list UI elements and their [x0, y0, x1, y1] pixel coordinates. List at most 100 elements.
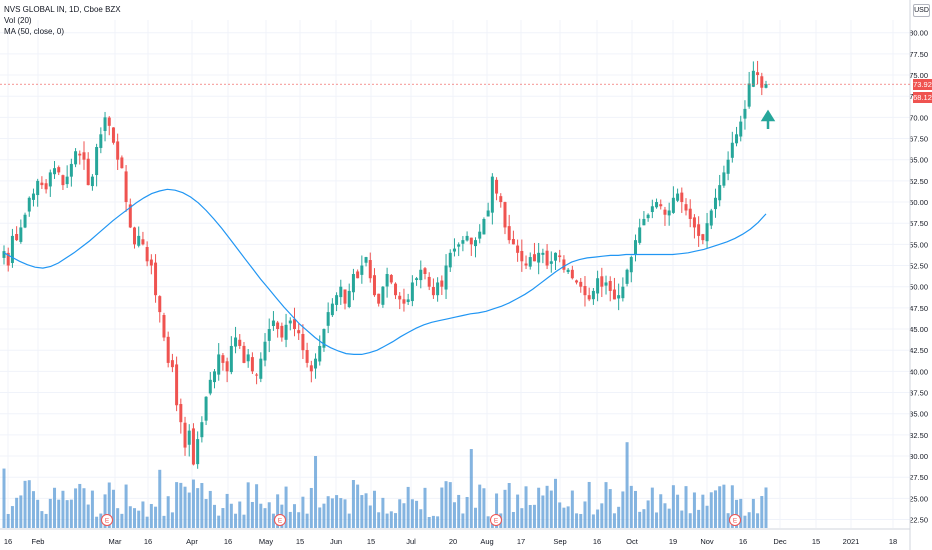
volume-bar [339, 498, 343, 528]
candle-body [305, 350, 309, 363]
candle-body [554, 252, 558, 261]
candle-body [221, 355, 225, 363]
volume-bar [671, 485, 675, 528]
candle-body [444, 265, 448, 290]
price-tick-label: 55.00 [909, 240, 928, 249]
volume-bar [730, 485, 734, 528]
volume-bar [735, 499, 739, 528]
price-tick-label: 70.00 [909, 113, 928, 122]
volume-bar [474, 507, 478, 528]
candle-body [419, 269, 423, 281]
candle-body [128, 204, 132, 228]
volume-bar [44, 513, 48, 528]
candle-body [431, 287, 435, 296]
time-tick-label: 18 [889, 537, 897, 546]
volume-bar [444, 481, 448, 528]
volume-bar [318, 507, 322, 528]
time-tick-label: Sep [553, 537, 566, 546]
volume-bar [684, 486, 688, 528]
candle-body [398, 295, 402, 300]
candle-body [511, 239, 515, 245]
candle-body [524, 263, 528, 266]
candle-body [271, 320, 275, 327]
candle-body [179, 404, 183, 423]
volume-bar [330, 498, 334, 528]
volume-bar [431, 515, 435, 528]
volume-bar [149, 503, 153, 528]
volume-bar [200, 483, 204, 528]
candle-body [684, 204, 688, 211]
volume-bar [27, 480, 31, 528]
candle-body [532, 254, 536, 262]
volume-bar [764, 487, 768, 528]
volume-bar [705, 505, 709, 528]
volume-bar [583, 501, 587, 528]
candle-body [457, 244, 461, 247]
candle-body [263, 341, 267, 361]
volume-bar [124, 484, 128, 528]
time-tick-label: Aug [480, 537, 493, 546]
candle-body [406, 299, 410, 303]
volume-indicator-line: Vol (20) [4, 16, 32, 25]
candle-body [537, 252, 541, 263]
volume-bar [410, 499, 414, 528]
volume-bar [478, 484, 482, 528]
candle-body [718, 185, 722, 201]
earnings-marker-label: E [733, 518, 738, 525]
volume-bar [53, 487, 57, 528]
volume-bar [120, 513, 124, 528]
volume-bar [545, 485, 549, 528]
volume-bar [638, 511, 642, 528]
volume-bar [642, 509, 646, 528]
candle-body [747, 83, 751, 107]
volume-bar [372, 490, 376, 528]
volume-bar [570, 490, 574, 528]
volume-bar [389, 511, 393, 528]
volume-bar [6, 513, 10, 528]
candle-body [452, 248, 456, 252]
volume-bar [415, 500, 419, 528]
currency-badge[interactable]: USD [913, 4, 930, 17]
volume-bar [608, 489, 612, 528]
candle-body [343, 289, 347, 304]
volume-bar [57, 499, 61, 528]
volume-bar [394, 513, 398, 528]
candle-body [549, 261, 553, 264]
candle-body [726, 159, 730, 174]
volume-bar [40, 511, 44, 528]
candle-body [608, 280, 612, 291]
volume-bar [309, 487, 313, 528]
volume-bar [225, 493, 229, 528]
candle-body [330, 303, 334, 316]
candle-body [764, 84, 768, 88]
volume-bar [520, 508, 524, 528]
volume-bar [646, 500, 650, 528]
volume-bar [402, 503, 406, 528]
candle-body [604, 282, 608, 286]
volume-bar [600, 503, 604, 528]
candle-body [743, 108, 747, 119]
candle-body [229, 345, 233, 373]
volume-bar [427, 516, 431, 528]
candle-body [238, 339, 242, 346]
candle-body [377, 293, 381, 304]
volume-bar [524, 486, 528, 528]
volume-bar [23, 480, 27, 528]
volume-bar [10, 506, 14, 528]
candle-body [191, 428, 195, 465]
earnings-marker [729, 514, 741, 526]
earnings-marker-label: E [278, 518, 283, 525]
candle-body [170, 360, 174, 368]
volume-bar [271, 513, 275, 528]
volume-bar [377, 512, 381, 528]
candle-body [53, 168, 57, 175]
volume-bar [398, 499, 402, 528]
candle-body [255, 374, 259, 376]
candle-body [225, 361, 229, 372]
volume-bar [575, 513, 579, 528]
volume-bar [385, 513, 389, 528]
candle-body [154, 262, 158, 296]
candle-body [133, 227, 137, 245]
